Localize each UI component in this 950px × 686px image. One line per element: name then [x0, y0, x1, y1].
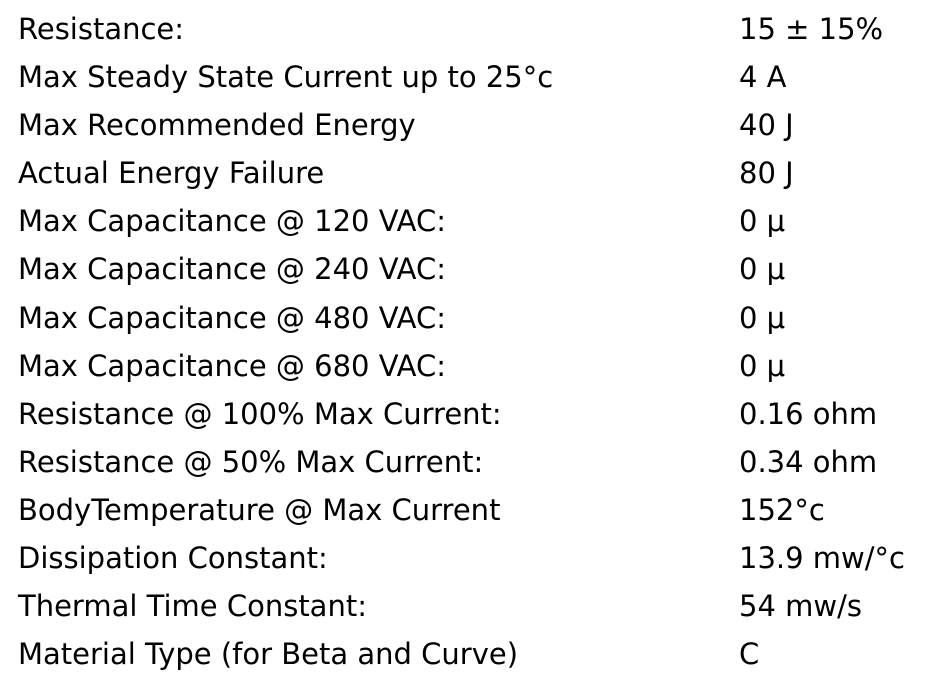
spec-value: 152°c: [739, 492, 825, 527]
spec-label: Resistance @ 50% Max Current:: [18, 444, 484, 479]
spec-label: BodyTemperature @ Max Current: [18, 492, 501, 527]
spec-label: Dissipation Constant:: [18, 541, 328, 576]
spec-value: 0 μ: [739, 204, 786, 239]
spec-label: Max Steady State Current up to 25°c: [18, 60, 554, 95]
spec-row-capacitance-680vac: Max Capacitance @ 680 VAC: 0 μ: [0, 342, 950, 390]
spec-row-capacitance-120vac: Max Capacitance @ 120 VAC: 0 μ: [0, 197, 950, 245]
spec-table: Resistance: 15 ± 15% Max Steady State Cu…: [0, 5, 950, 678]
spec-row-material-type: Material Type (for Beta and Curve) C: [0, 630, 950, 678]
spec-value: 0 μ: [739, 252, 786, 287]
spec-label: Material Type (for Beta and Curve): [18, 637, 519, 672]
spec-label: Actual Energy Failure: [18, 156, 325, 191]
spec-row-resistance-50pct: Resistance @ 50% Max Current: 0.34 ohm: [0, 438, 950, 486]
spec-value: 15 ± 15%: [739, 12, 884, 46]
spec-value: 4 A: [739, 60, 787, 95]
spec-label: Max Capacitance @ 120 VAC:: [18, 204, 447, 239]
spec-value: 80 J: [739, 156, 794, 191]
spec-value: 40 J: [739, 108, 794, 143]
spec-row-max-recommended-energy: Max Recommended Energy 40 J: [0, 101, 950, 149]
spec-row-actual-energy-failure: Actual Energy Failure 80 J: [0, 149, 950, 197]
spec-row-resistance-100pct: Resistance @ 100% Max Current: 0.16 ohm: [0, 390, 950, 438]
spec-value: 0 μ: [739, 348, 786, 383]
spec-label: Resistance:: [18, 12, 185, 46]
spec-value: C: [739, 637, 760, 672]
spec-value: 54 mw/s: [739, 589, 862, 624]
spec-row-capacitance-480vac: Max Capacitance @ 480 VAC: 0 μ: [0, 294, 950, 342]
spec-row-capacitance-240vac: Max Capacitance @ 240 VAC: 0 μ: [0, 245, 950, 293]
spec-label: Max Capacitance @ 480 VAC:: [18, 300, 447, 335]
spec-label: Resistance @ 100% Max Current:: [18, 396, 502, 431]
spec-row-body-temperature: BodyTemperature @ Max Current 152°c: [0, 486, 950, 534]
spec-label: Thermal Time Constant:: [18, 589, 367, 624]
spec-value: 0 μ: [739, 300, 786, 335]
spec-row-dissipation-constant: Dissipation Constant: 13.9 mw/°c: [0, 534, 950, 582]
spec-row-resistance: Resistance: 15 ± 15%: [0, 5, 950, 53]
spec-label: Max Recommended Energy: [18, 108, 416, 143]
spec-value: 0.16 ohm: [739, 396, 878, 431]
spec-row-max-steady-state-current: Max Steady State Current up to 25°c 4 A: [0, 53, 950, 101]
spec-label: Max Capacitance @ 240 VAC:: [18, 252, 447, 287]
spec-row-thermal-time-constant: Thermal Time Constant: 54 mw/s: [0, 582, 950, 630]
spec-label: Max Capacitance @ 680 VAC:: [18, 348, 447, 383]
spec-value: 13.9 mw/°c: [739, 541, 905, 576]
spec-value: 0.34 ohm: [739, 444, 878, 479]
